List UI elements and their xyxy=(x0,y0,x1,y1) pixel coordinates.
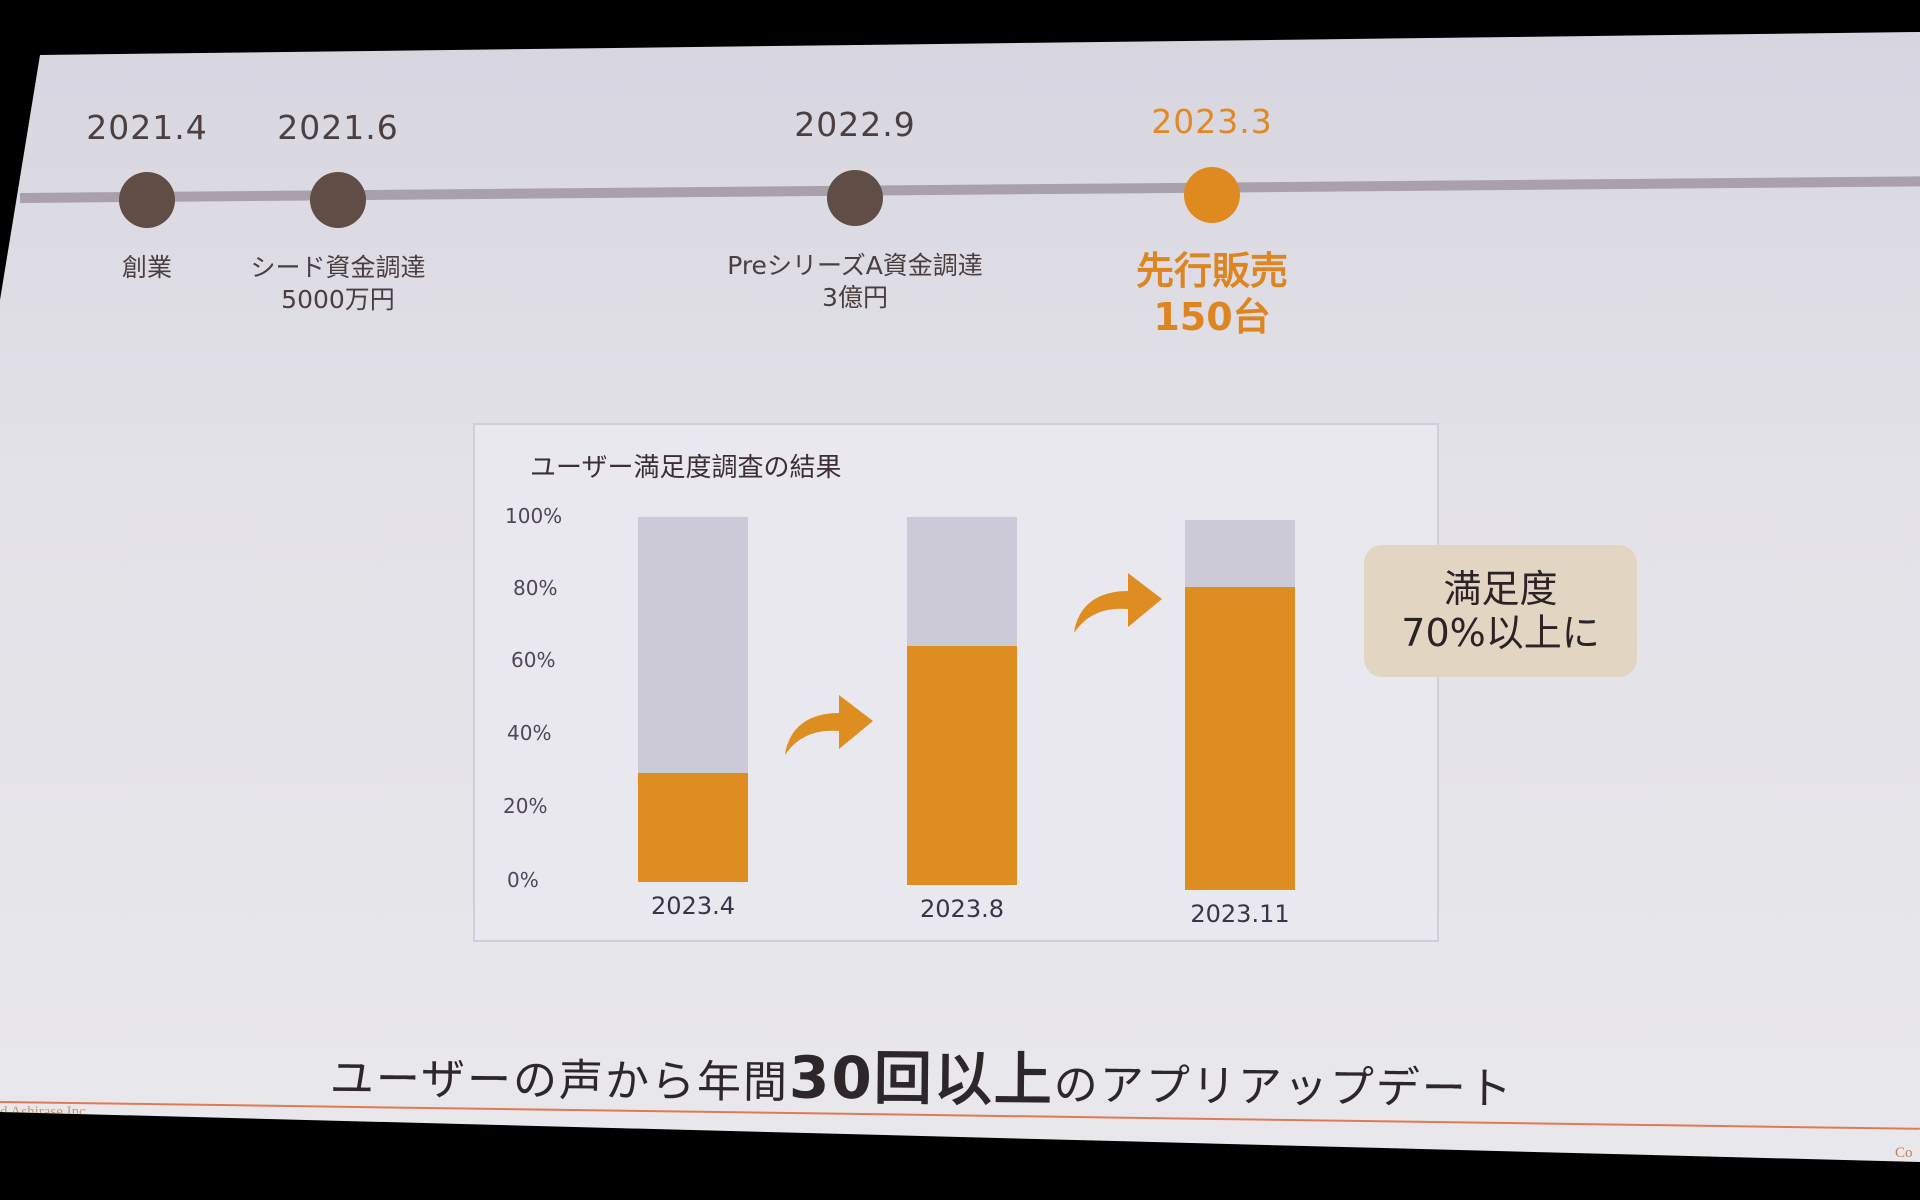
headline-number: 30回以上 xyxy=(788,1043,1055,1114)
bar-value xyxy=(638,772,748,882)
bar-value xyxy=(907,645,1017,885)
bar-2023-8: 2023.8 xyxy=(907,517,1017,923)
chart-title: ユーザー満足度調査の結果 xyxy=(530,453,842,483)
curved-arrow-icon xyxy=(785,695,873,755)
y-tick: 40% xyxy=(507,721,552,745)
event-date: 2022.9 xyxy=(794,105,916,144)
timeline-dot-highlight xyxy=(1184,167,1240,223)
bar-2023-11: 2023.11 xyxy=(1185,520,1295,928)
event-date: 2021.4 xyxy=(86,108,208,147)
y-tick: 0% xyxy=(507,868,539,892)
event-label: 創業 xyxy=(122,252,172,284)
event-label-line2: 150台 xyxy=(1153,295,1271,339)
copyright: d Ashirase Inc. xyxy=(0,1104,90,1120)
event-label-line1: シード資金調達 xyxy=(250,253,426,282)
callout-line2: 70%以上に xyxy=(1401,611,1600,655)
event-date: 2023.3 xyxy=(1151,102,1273,141)
event-label-line1: PreシリーズA資金調達 xyxy=(727,251,983,280)
satisfaction-callout: 満足度 70%以上に xyxy=(1364,545,1637,677)
event-label-line2: 3億円 xyxy=(822,283,888,312)
event-date: 2021.6 xyxy=(277,108,399,147)
bar-label: 2023.8 xyxy=(920,895,1004,923)
timeline-dot xyxy=(827,170,883,226)
headline-part1: ユーザーの声から年間 xyxy=(329,1053,790,1109)
y-tick: 60% xyxy=(511,648,556,672)
bar-2023-4: 2023.4 xyxy=(638,517,748,920)
footer-right-text: Co xyxy=(1895,1145,1913,1161)
timeline-dot xyxy=(310,172,366,228)
y-tick: 100% xyxy=(505,504,563,528)
event-label-line1: 先行販売 xyxy=(1135,249,1289,293)
bar-value xyxy=(1185,586,1295,890)
satisfaction-chart: ユーザー満足度調査の結果 100% 80% 60% 40% 20% 0% 202… xyxy=(473,423,1439,942)
timeline-dot xyxy=(119,172,175,228)
y-tick: 80% xyxy=(513,576,558,600)
event-label: シード資金調達 5000万円 xyxy=(250,252,425,316)
event-label-line2: 5000万円 xyxy=(281,285,395,314)
y-tick: 20% xyxy=(503,794,548,818)
callout-line1: 満足度 xyxy=(1443,567,1558,611)
event-label-line1: 創業 xyxy=(121,253,173,282)
headline: ユーザーの声から年間30回以上のアプリアップデート xyxy=(330,1027,1581,1122)
curved-arrow-icon xyxy=(1074,573,1162,633)
event-label: 先行販売 150台 xyxy=(1136,248,1288,340)
event-label: PreシリーズA資金調達 3億円 xyxy=(727,250,983,314)
bar-label: 2023.11 xyxy=(1190,900,1290,928)
bar-label: 2023.4 xyxy=(651,892,735,920)
headline-part2: のアプリアップデート xyxy=(1053,1059,1514,1115)
timeline-line xyxy=(19,176,1920,203)
